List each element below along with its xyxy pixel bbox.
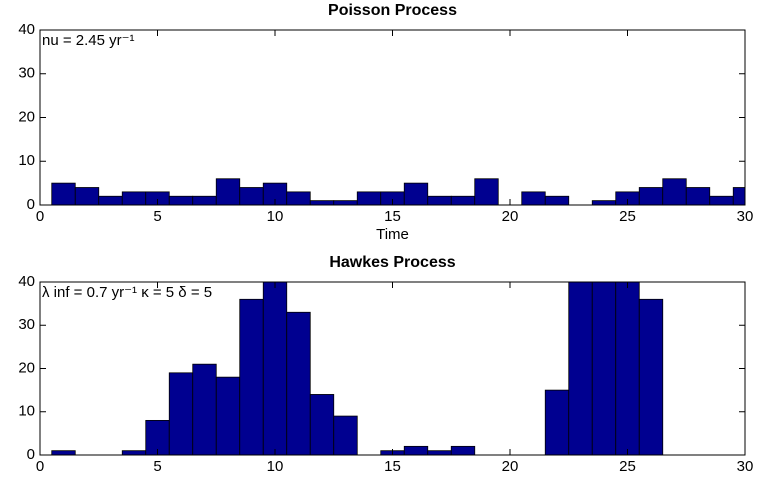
bar: [615, 282, 640, 455]
bar: [638, 298, 664, 455]
bar: [192, 195, 217, 205]
bar: [427, 195, 452, 205]
chart-title: Poisson Process: [328, 2, 457, 19]
y-tick-label: 20: [18, 359, 35, 376]
bar: [239, 187, 264, 205]
bar: [403, 445, 429, 455]
bar: [215, 376, 241, 455]
bar: [638, 187, 664, 205]
bar: [51, 182, 76, 205]
x-tick-label: 10: [267, 458, 284, 475]
bar: [309, 200, 335, 205]
bar: [51, 450, 76, 455]
bar: [286, 311, 311, 455]
bar: [709, 195, 734, 205]
bar: [568, 282, 593, 455]
bar: [168, 195, 194, 205]
y-tick-label: 0: [27, 446, 35, 463]
plot-area: [40, 30, 745, 205]
y-tick-label: 10: [18, 403, 35, 420]
x-tick-label: 10: [267, 208, 284, 225]
x-axis-label: Time: [376, 226, 409, 243]
bar: [74, 187, 100, 205]
y-tick-label: 40: [18, 273, 35, 290]
bar: [732, 187, 745, 205]
x-tick-label: 5: [153, 458, 161, 475]
bar: [591, 200, 617, 205]
x-tick-label: 25: [619, 208, 636, 225]
bar: [450, 445, 476, 455]
x-tick-label: 20: [502, 458, 519, 475]
x-tick-label: 15: [384, 458, 401, 475]
x-tick-label: 25: [619, 458, 636, 475]
bar: [403, 182, 429, 205]
y-tick-label: 30: [18, 316, 35, 333]
x-tick-label: 30: [737, 208, 754, 225]
bars: [51, 282, 664, 455]
bar: [121, 450, 147, 455]
annotation: nu = 2.45 yr⁻¹: [42, 32, 135, 49]
bar: [662, 178, 687, 205]
x-tick-label: 15: [384, 208, 401, 225]
bar: [450, 195, 476, 205]
x-tick-label: 0: [36, 208, 44, 225]
bar: [168, 372, 194, 455]
bar: [474, 178, 499, 205]
chart: 0 5 10 15 20 25 30 0 10 20 30 40 Poisson Process Time…: [18, 2, 754, 243]
chart: 0 5 10 15 20 25 30 0 10 20 30 40 Hawkes Process λ inf…: [18, 254, 753, 475]
bar: [356, 191, 382, 205]
y-tick-label: 30: [18, 65, 35, 82]
bar: [239, 298, 264, 455]
y-tick-label: 0: [27, 196, 35, 213]
bar: [121, 191, 147, 205]
bar: [333, 415, 358, 455]
y-tick-label: 40: [18, 21, 35, 38]
bar: [262, 282, 288, 455]
bar: [98, 195, 123, 205]
bar: [591, 282, 617, 455]
y-tick-label: 10: [18, 152, 35, 169]
bar: [215, 178, 241, 205]
bar: [427, 450, 452, 455]
bar: [544, 195, 570, 205]
bar: [333, 200, 358, 205]
bar: [544, 389, 570, 455]
y-tick-label: 20: [18, 108, 35, 125]
bar: [685, 187, 711, 205]
bar: [286, 191, 311, 205]
annotation: λ inf = 0.7 yr⁻¹ κ = 5 δ = 5: [42, 284, 212, 301]
bar: [309, 394, 335, 455]
bar: [521, 191, 546, 205]
x-tick-label: 0: [36, 458, 44, 475]
bars: [51, 178, 745, 205]
x-tick-label: 30: [737, 458, 754, 475]
x-tick-label: 5: [153, 208, 161, 225]
bar: [192, 363, 217, 455]
x-tick-label: 20: [502, 208, 519, 225]
chart-title: Hawkes Process: [329, 254, 455, 271]
